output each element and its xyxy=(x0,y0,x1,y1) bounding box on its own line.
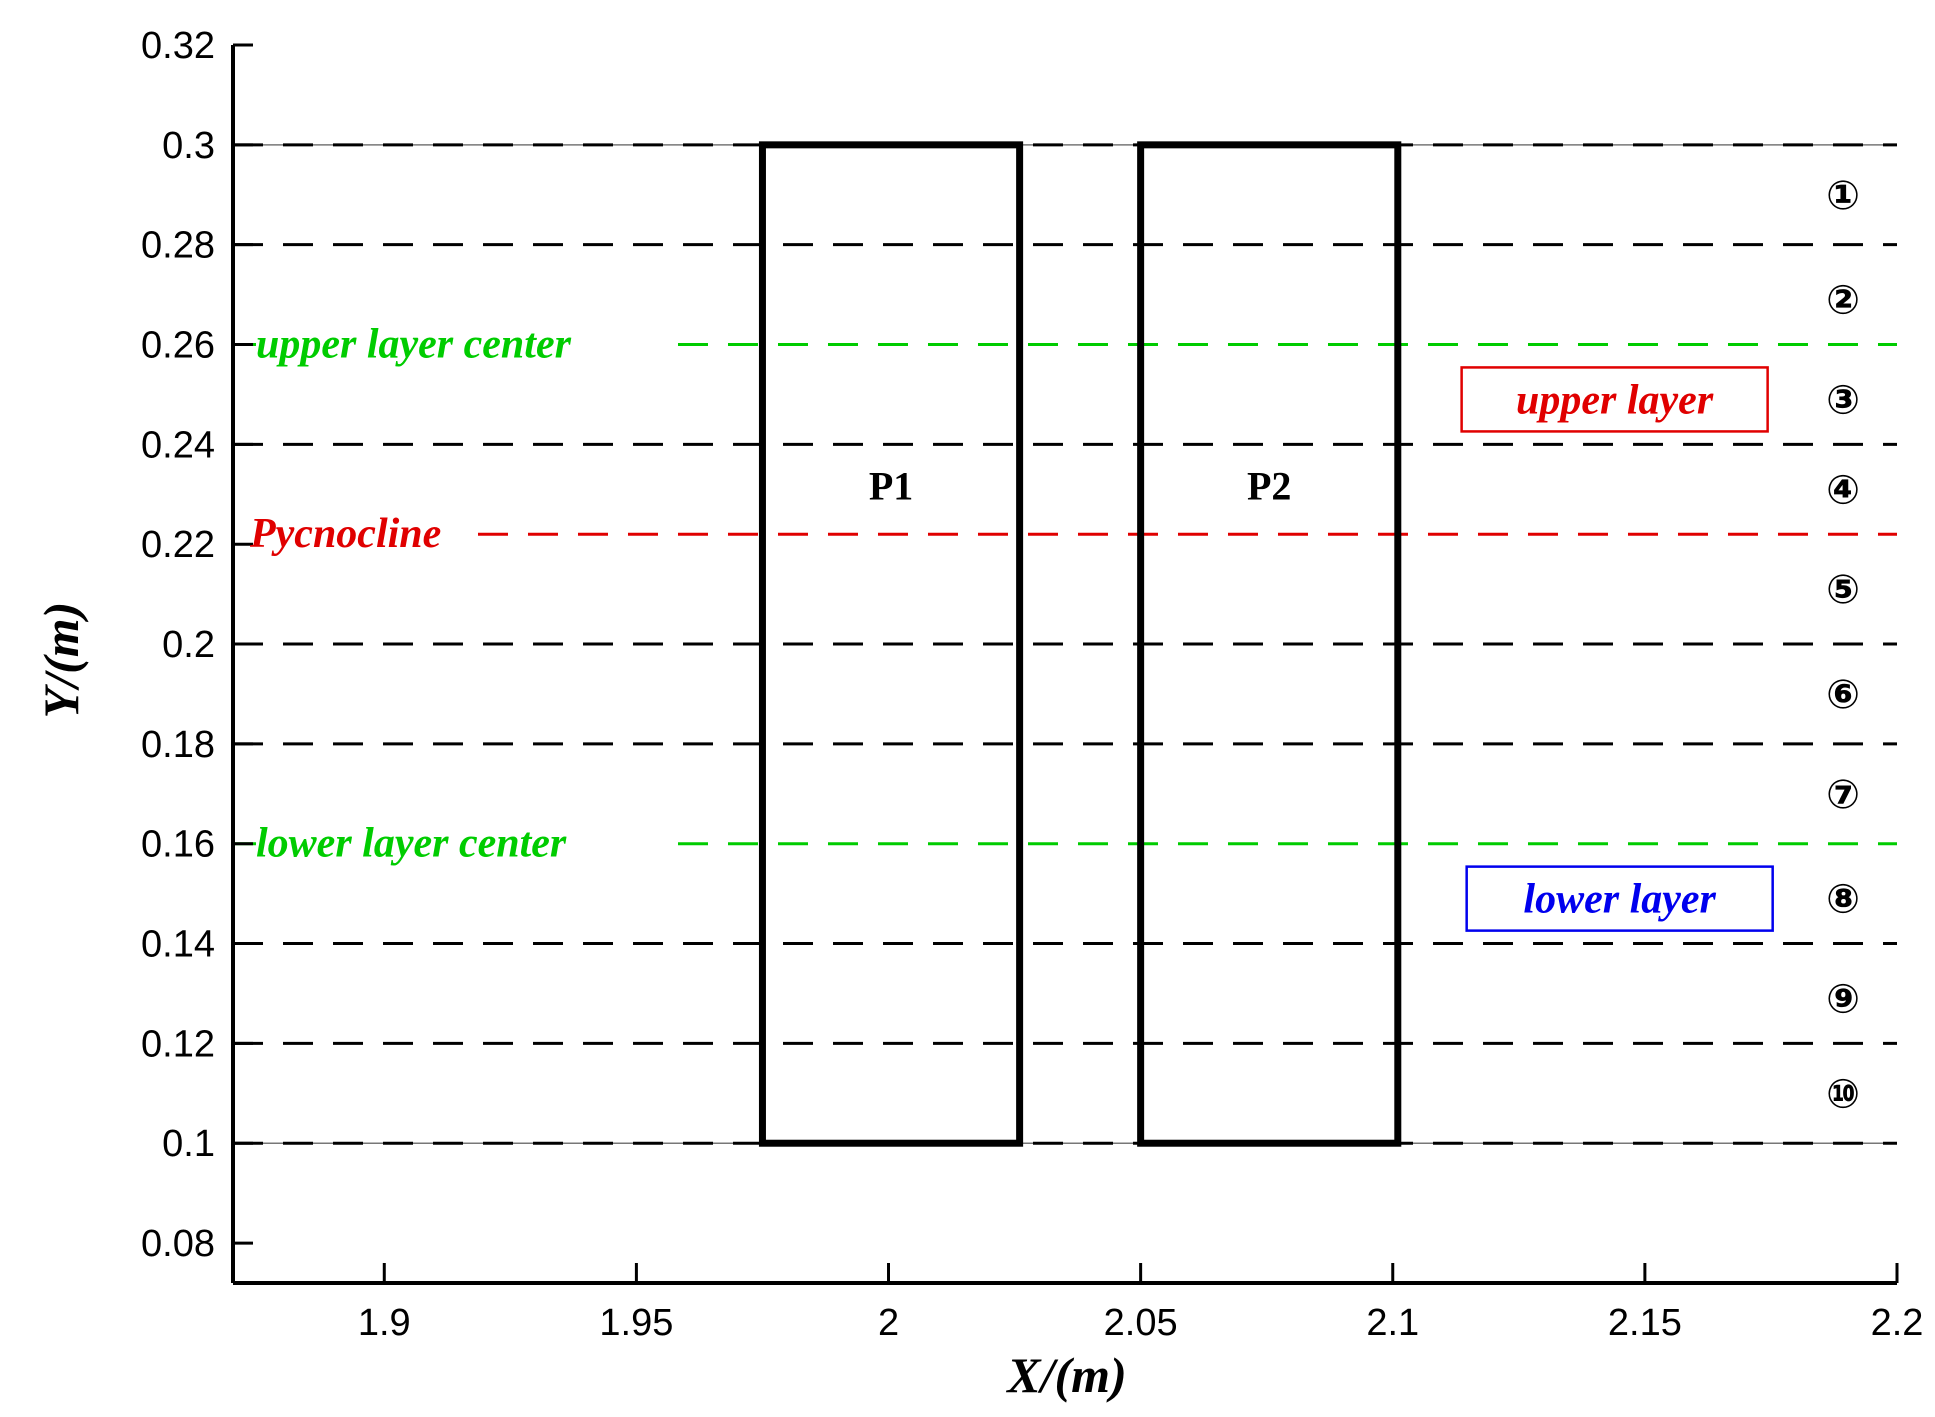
x-tick-label: 2.05 xyxy=(1104,1302,1178,1344)
annotations: upper layer center lower layer center Pycn… xyxy=(249,173,1860,1118)
y-tick-label: 0.2 xyxy=(162,624,215,666)
center-line-label: lower layer center xyxy=(256,821,567,867)
pycnocline-label: Pycnocline xyxy=(249,511,441,557)
y-tick-label: 0.24 xyxy=(141,424,215,466)
reference-lines xyxy=(233,143,1897,1145)
layer-number: ④ xyxy=(1826,467,1860,513)
layer-tag-label: upper layer xyxy=(1516,377,1714,423)
x-tick-label: 1.9 xyxy=(358,1302,411,1344)
y-axis-title: Y/(m) xyxy=(33,602,89,719)
probe-box xyxy=(758,141,1024,1147)
x-tick-label: 2.1 xyxy=(1366,1302,1419,1344)
y-tick-label: 0.32 xyxy=(141,25,215,67)
x-tick-label: 1.95 xyxy=(599,1302,673,1344)
y-tick-label: 0.28 xyxy=(141,225,215,267)
layer-number: ⑥ xyxy=(1826,672,1860,718)
x-axis-title: X/(m) xyxy=(1005,1347,1126,1403)
axes: 1.9 1.95 2 2.05 2.1 2.15 2.2 0.08 0.1 0.12 0.14 0.1… xyxy=(141,25,1923,1344)
probe-box-label: P2 xyxy=(1247,463,1291,508)
probe-box xyxy=(1137,141,1402,1147)
y-tick-label: 0.08 xyxy=(141,1223,215,1265)
layer-number: ⑨ xyxy=(1826,976,1860,1022)
probe-box-label: P1 xyxy=(869,463,913,508)
layer-tag-box xyxy=(1465,865,1774,932)
layer-number: ① xyxy=(1826,173,1860,219)
layer-number: ⑧ xyxy=(1826,877,1860,923)
y-tick-label: 0.1 xyxy=(162,1123,215,1165)
layer-tag-label: lower layer xyxy=(1523,877,1716,923)
layer-number: ⑩ xyxy=(1826,1071,1860,1117)
probe-boxes xyxy=(758,141,1402,1147)
layer-number: ⑦ xyxy=(1826,772,1860,818)
y-tick-label: 0.12 xyxy=(141,1023,215,1065)
y-tick-label: 0.16 xyxy=(141,824,215,866)
layer-number: ⑤ xyxy=(1826,567,1860,613)
layer-number: ③ xyxy=(1826,377,1860,423)
y-tick-label: 0.22 xyxy=(141,524,215,566)
y-tick-label: 0.14 xyxy=(141,924,215,966)
layer-number: ② xyxy=(1826,278,1860,324)
center-line-label: upper layer center xyxy=(256,322,572,368)
y-tick-label: 0.18 xyxy=(141,724,215,766)
layer-tag-box xyxy=(1460,366,1769,433)
y-tick-label: 0.3 xyxy=(162,125,215,167)
y-tick-label: 0.26 xyxy=(141,325,215,367)
x-tick-label: 2.2 xyxy=(1871,1302,1924,1344)
x-tick-label: 2.15 xyxy=(1608,1302,1682,1344)
x-tick-label: 2 xyxy=(878,1302,899,1344)
